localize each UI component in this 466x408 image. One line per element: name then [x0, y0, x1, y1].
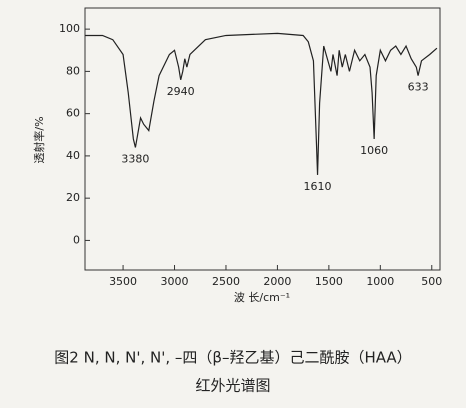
y-tick-label: 100	[59, 22, 80, 35]
y-axis-label: 透射率/%	[32, 116, 46, 163]
x-tick-label: 2500	[212, 275, 240, 288]
caption: 红外光谱图	[195, 377, 270, 395]
x-tick-label: 3000	[161, 275, 189, 288]
caption: 图2 N, N, N', N', –四（β–羟乙基）己二酰胺（HAA）	[54, 349, 411, 367]
x-tick-label: 500	[421, 275, 442, 288]
plot-frame	[84, 7, 441, 271]
y-tick-label: 60	[66, 107, 80, 120]
x-tick-label: 1000	[366, 275, 394, 288]
x-tick-label: 3500	[109, 275, 137, 288]
x-tick-label: 2000	[263, 275, 291, 288]
peak-label: 2940	[167, 85, 195, 98]
peak-label: 1060	[360, 144, 388, 157]
peak-label: 3380	[121, 152, 149, 165]
x-axis-label: 波 长/cm⁻¹	[234, 291, 290, 304]
peak-label: 1610	[304, 180, 332, 193]
y-tick-label: 80	[66, 64, 80, 77]
y-tick-label: 0	[73, 233, 80, 246]
x-tick-label: 1500	[315, 275, 343, 288]
y-tick-label: 40	[66, 149, 80, 162]
y-tick-label: 20	[66, 191, 80, 204]
spectrum-line	[85, 32, 438, 175]
peak-label: 633	[408, 81, 429, 94]
